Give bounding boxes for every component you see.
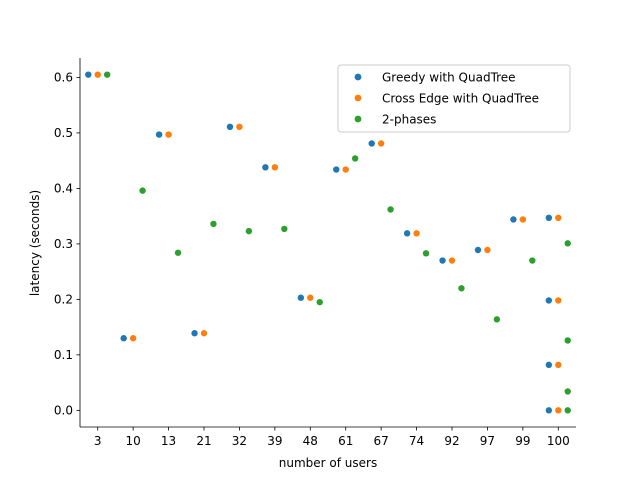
y-tick-label: 0.2 [54,292,73,306]
axes: 0.0 0.1 0.2 0.3 0.4 0.5 0.6 3 10 13 21 32 39 48 61 67 74… [54,58,576,448]
data-point [545,297,553,304]
legend-label: 2-phases [382,113,436,127]
data-point [368,140,375,147]
data-point [545,214,553,222]
data-point [226,123,234,131]
legend-marker [354,115,362,123]
x-axis-label: number of users [279,456,377,470]
data-point [555,361,562,369]
y-tick-label: 0.6 [54,70,73,84]
data-point [297,294,305,301]
data-point [458,285,465,292]
data-point [85,71,92,78]
x-tick-label: 10 [126,434,141,448]
data-point [103,71,111,78]
data-point [493,316,501,323]
data-point [165,131,172,138]
data-point [564,337,571,344]
legend-label: Greedy with QuadTree [382,71,516,85]
x-tick-label: 3 [94,434,102,448]
data-point [271,164,279,171]
data-point [316,298,323,306]
data-point [564,407,571,414]
legend-marker [354,73,362,81]
x-tick-label: 39 [267,434,282,448]
data-point [174,249,182,256]
data-point [545,361,553,369]
x-tick-label: 32 [232,434,247,448]
data-point [413,230,420,237]
data-point [351,155,359,162]
data-point [387,206,394,213]
data-point [342,166,349,173]
y-tick-label: 0.1 [54,348,73,362]
y-tick-label: 0.0 [54,403,73,417]
legend-frame [337,64,571,133]
data-point [555,407,562,414]
x-tick-label: 97 [480,434,495,448]
data-point [333,166,340,173]
data-point [307,294,314,301]
data-point [474,246,482,254]
data-point [403,230,411,237]
data-point [555,297,562,304]
legend-marker [354,94,362,102]
x-tick-label: 92 [444,434,459,448]
data-point [281,225,288,233]
data-point [448,257,456,264]
legend-label: Cross Edge with QuadTree [382,92,539,106]
data-point [377,140,385,147]
data-point [262,164,269,171]
x-tick-label: 99 [515,434,530,448]
data-point [439,257,446,264]
data-point [139,187,146,194]
data-point [529,257,536,264]
legend: Greedy with QuadTree Cross Edge with Quad… [337,64,571,133]
y-tick-label: 0.4 [54,181,73,195]
data-point [245,227,253,235]
data-point [200,330,208,337]
data-point [236,123,243,131]
x-tick-label: 67 [374,434,389,448]
y-tick-label: 0.5 [54,126,73,140]
y-tick-label: 0.3 [54,237,73,251]
data-points [85,71,571,414]
x-tick-label: 61 [338,434,353,448]
x-tick-label: 74 [409,434,424,448]
data-point [155,131,163,138]
data-point [422,250,430,257]
data-point [120,335,127,342]
x-tick-label: 48 [303,434,318,448]
data-point [510,216,517,223]
data-point [191,330,198,337]
data-point [519,216,527,223]
data-point [555,214,562,222]
data-point [545,407,553,414]
y-axis-label: latency (seconds) [28,190,42,296]
x-tick-label: 21 [196,434,211,448]
data-point [484,246,491,254]
data-point [129,335,137,342]
x-tick-label: 100 [547,434,570,448]
data-point [564,240,571,247]
data-point [210,220,217,228]
data-point [94,71,101,78]
x-tick-label: 13 [161,434,176,448]
data-point [564,388,571,395]
